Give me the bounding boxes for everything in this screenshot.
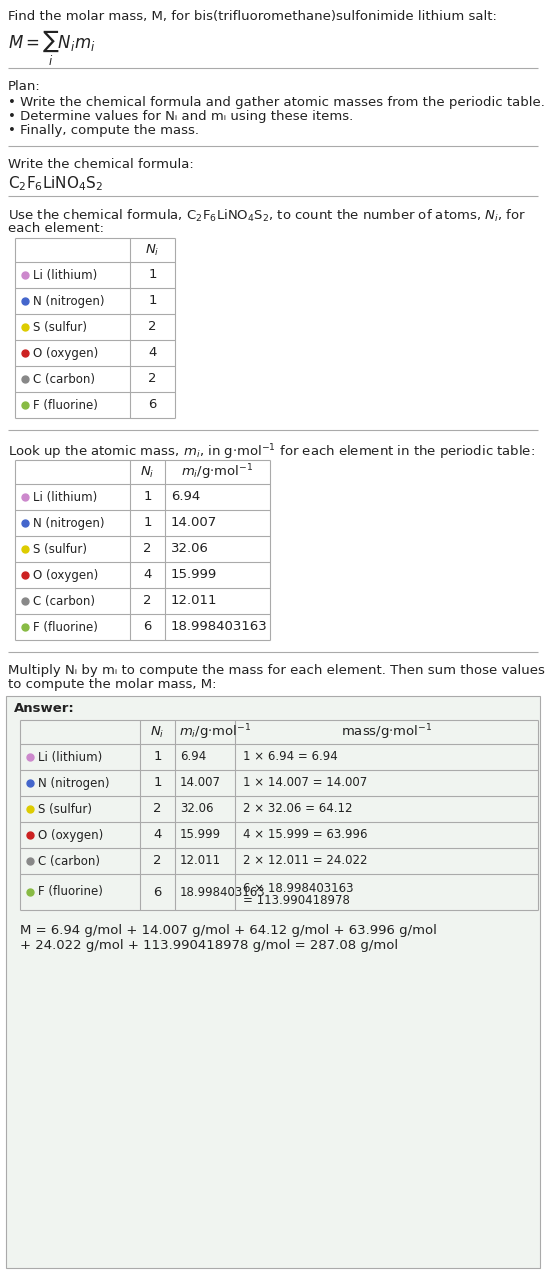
- Text: 1: 1: [153, 776, 162, 790]
- Text: 2 × 12.011 = 24.022: 2 × 12.011 = 24.022: [243, 855, 367, 868]
- Text: to compute the molar mass, M:: to compute the molar mass, M:: [8, 678, 217, 691]
- Text: 2: 2: [143, 594, 152, 608]
- Text: 1: 1: [149, 268, 157, 281]
- Text: F (fluorine): F (fluorine): [33, 621, 98, 633]
- Text: Multiply Nᵢ by mᵢ to compute the mass for each element. Then sum those values: Multiply Nᵢ by mᵢ to compute the mass fo…: [8, 664, 545, 677]
- Text: • Write the chemical formula and gather atomic masses from the periodic table.: • Write the chemical formula and gather …: [8, 95, 545, 109]
- Text: $\mathregular{C_2F_6LiNO_4S_2}$: $\mathregular{C_2F_6LiNO_4S_2}$: [8, 174, 103, 192]
- Text: 6.94: 6.94: [171, 491, 200, 504]
- Text: + 24.022 g/mol + 113.990418978 g/mol = 287.08 g/mol: + 24.022 g/mol + 113.990418978 g/mol = 2…: [20, 939, 398, 951]
- Text: Li (lithium): Li (lithium): [33, 491, 97, 504]
- Text: O (oxygen): O (oxygen): [38, 828, 103, 842]
- Text: • Determine values for Nᵢ and mᵢ using these items.: • Determine values for Nᵢ and mᵢ using t…: [8, 109, 353, 123]
- Text: Look up the atomic mass, $m_i$, in g$\cdot$mol$^{-1}$ for each element in the pe: Look up the atomic mass, $m_i$, in g$\cd…: [8, 441, 535, 462]
- Text: 12.011: 12.011: [180, 855, 221, 868]
- Text: $N_i$: $N_i$: [140, 464, 155, 480]
- Text: 12.011: 12.011: [171, 594, 217, 608]
- Text: N (nitrogen): N (nitrogen): [33, 295, 104, 308]
- Text: 32.06: 32.06: [180, 803, 213, 815]
- Text: Answer:: Answer:: [14, 702, 75, 715]
- Text: S (sulfur): S (sulfur): [33, 321, 87, 333]
- Text: 6: 6: [143, 621, 152, 633]
- Text: $N_i$: $N_i$: [145, 243, 160, 257]
- Text: 2: 2: [153, 803, 162, 815]
- Text: mass/g$\cdot$mol$^{-1}$: mass/g$\cdot$mol$^{-1}$: [341, 722, 432, 742]
- Text: $N_i$: $N_i$: [150, 725, 165, 739]
- Text: 32.06: 32.06: [171, 542, 209, 556]
- Text: O (oxygen): O (oxygen): [33, 346, 98, 360]
- Text: N (nitrogen): N (nitrogen): [33, 516, 104, 529]
- Text: C (carbon): C (carbon): [38, 855, 100, 868]
- Text: each element:: each element:: [8, 223, 104, 235]
- Text: 18.998403163: 18.998403163: [171, 621, 268, 633]
- Text: C (carbon): C (carbon): [33, 594, 95, 608]
- Text: 4: 4: [143, 569, 152, 581]
- Text: Find the molar mass, M, for bis(trifluoromethane)sulfonimide lithium salt:: Find the molar mass, M, for bis(trifluor…: [8, 10, 497, 23]
- Text: N (nitrogen): N (nitrogen): [38, 776, 110, 790]
- Text: C (carbon): C (carbon): [33, 373, 95, 385]
- Text: 15.999: 15.999: [180, 828, 221, 842]
- Text: O (oxygen): O (oxygen): [33, 569, 98, 581]
- Text: 1: 1: [143, 516, 152, 529]
- Text: 15.999: 15.999: [171, 569, 217, 581]
- Text: M = 6.94 g/mol + 14.007 g/mol + 64.12 g/mol + 63.996 g/mol: M = 6.94 g/mol + 14.007 g/mol + 64.12 g/…: [20, 923, 437, 937]
- Text: Plan:: Plan:: [8, 80, 41, 93]
- Text: Write the chemical formula:: Write the chemical formula:: [8, 158, 194, 170]
- Text: 1 × 14.007 = 14.007: 1 × 14.007 = 14.007: [243, 776, 367, 790]
- Text: 4: 4: [149, 346, 157, 360]
- Text: $m_i$/g$\cdot$mol$^{-1}$: $m_i$/g$\cdot$mol$^{-1}$: [181, 462, 254, 482]
- Text: 1 × 6.94 = 6.94: 1 × 6.94 = 6.94: [243, 750, 338, 763]
- Text: 1: 1: [149, 295, 157, 308]
- Text: Li (lithium): Li (lithium): [38, 750, 102, 763]
- FancyBboxPatch shape: [6, 696, 540, 1268]
- Text: 14.007: 14.007: [180, 776, 221, 790]
- Text: $M = \sum_i N_i m_i$: $M = \sum_i N_i m_i$: [8, 28, 96, 67]
- Text: 2: 2: [143, 542, 152, 556]
- Text: 6 × 18.998403163: 6 × 18.998403163: [243, 881, 353, 895]
- Text: 1: 1: [143, 491, 152, 504]
- Text: 14.007: 14.007: [171, 516, 217, 529]
- Text: 2: 2: [153, 855, 162, 868]
- Text: F (fluorine): F (fluorine): [33, 398, 98, 412]
- Text: 6: 6: [153, 885, 162, 898]
- Text: S (sulfur): S (sulfur): [38, 803, 92, 815]
- Text: 2: 2: [149, 321, 157, 333]
- Text: $m_i$/g$\cdot$mol$^{-1}$: $m_i$/g$\cdot$mol$^{-1}$: [179, 722, 251, 742]
- Text: 1: 1: [153, 750, 162, 763]
- Text: 2: 2: [149, 373, 157, 385]
- Text: 4: 4: [153, 828, 162, 842]
- Text: Use the chemical formula, $\mathregular{C_2F_6LiNO_4S_2}$, to count the number o: Use the chemical formula, $\mathregular{…: [8, 209, 526, 224]
- Text: F (fluorine): F (fluorine): [38, 885, 103, 898]
- Text: 2 × 32.06 = 64.12: 2 × 32.06 = 64.12: [243, 803, 353, 815]
- Text: = 113.990418978: = 113.990418978: [243, 894, 350, 907]
- Text: Li (lithium): Li (lithium): [33, 268, 97, 281]
- Text: • Finally, compute the mass.: • Finally, compute the mass.: [8, 123, 199, 137]
- Text: 4 × 15.999 = 63.996: 4 × 15.999 = 63.996: [243, 828, 367, 842]
- Text: 18.998403163: 18.998403163: [180, 885, 265, 898]
- Text: 6: 6: [149, 398, 157, 412]
- Text: S (sulfur): S (sulfur): [33, 542, 87, 556]
- Text: 6.94: 6.94: [180, 750, 206, 763]
